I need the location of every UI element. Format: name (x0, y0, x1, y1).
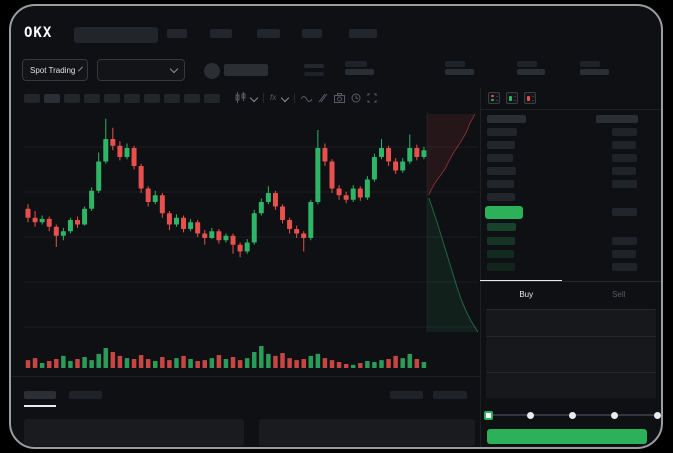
orderbook-divider (480, 109, 661, 110)
fullscreen-icon[interactable] (367, 93, 377, 103)
last-price-placeholder (304, 64, 324, 68)
nav-item-placeholder[interactable] (349, 29, 377, 38)
slider-stop[interactable] (569, 412, 576, 419)
timeframe-button-placeholder[interactable] (44, 94, 60, 103)
timeframe-button-placeholder[interactable] (64, 94, 80, 103)
chevron-down-icon (169, 64, 179, 73)
section-divider (12, 376, 480, 377)
pair-selector-dropdown[interactable] (97, 59, 185, 81)
orderbook-header-placeholder (596, 115, 638, 123)
ask-row-bar[interactable] (487, 180, 514, 188)
stat-value-placeholder (445, 69, 474, 75)
divider (294, 92, 296, 103)
ask-row-bar[interactable] (487, 154, 513, 162)
book-both-icon[interactable] (488, 92, 500, 104)
bottom-action-placeholder[interactable] (390, 391, 423, 399)
bid-row-bar[interactable] (487, 263, 515, 271)
ask-row-bar[interactable] (487, 167, 516, 175)
nav-item-placeholder[interactable] (210, 29, 232, 38)
ask-row-bar[interactable] (487, 141, 515, 149)
ask-row-bar[interactable] (487, 128, 517, 136)
camera-icon[interactable] (334, 92, 346, 103)
coin-avatar (204, 63, 220, 79)
orderbook-view-toggles (488, 92, 536, 104)
order-input-placeholder[interactable] (486, 309, 656, 336)
stat-value-placeholder (517, 69, 545, 75)
okx-logo: OKX (24, 25, 53, 41)
slider-handle[interactable] (483, 411, 493, 420)
order-input-placeholder[interactable] (486, 372, 656, 398)
ask-depth-bar[interactable] (612, 167, 636, 175)
bid-depth-bar[interactable] (612, 263, 637, 271)
ask-depth-bar[interactable] (612, 128, 637, 136)
stat-label-placeholder (517, 61, 537, 67)
market-type-selector[interactable]: Spot Trading (22, 59, 88, 81)
trade-tabs: Buy Sell (480, 281, 661, 306)
chevron-down-icon (78, 66, 84, 71)
ask-depth-bar[interactable] (612, 154, 637, 162)
book-bids-icon[interactable] (506, 92, 518, 104)
bid-row-bar[interactable] (487, 223, 516, 231)
candle-style-icon[interactable] (235, 92, 247, 103)
slider-stop[interactable] (611, 412, 619, 419)
bottom-tab-active[interactable] (24, 391, 56, 399)
ask-depth-bar[interactable] (612, 180, 637, 188)
slider-stop[interactable] (526, 412, 534, 419)
chevron-down-icon[interactable] (249, 93, 259, 102)
brush-icon[interactable] (318, 93, 328, 103)
buy-tab[interactable]: Buy (519, 289, 534, 299)
price-change-placeholder (304, 72, 324, 76)
stat-label-placeholder (345, 61, 367, 67)
bottom-tab-underline (24, 405, 56, 407)
sell-tab[interactable]: Sell (612, 289, 626, 299)
timeframe-button-placeholder[interactable] (24, 94, 40, 103)
history-clock-icon[interactable] (351, 93, 361, 103)
timeframe-button-placeholder[interactable] (104, 94, 120, 103)
orders-table-placeholder (24, 419, 244, 446)
stat-label-placeholder (445, 61, 465, 67)
timeframe-button-placeholder[interactable] (84, 94, 100, 103)
indicators-fx-icon[interactable]: fx (270, 93, 277, 102)
bottom-tab[interactable] (69, 391, 102, 399)
stat-value-placeholder (345, 69, 374, 75)
chevron-down-icon[interactable] (280, 93, 290, 102)
depth-bar[interactable] (612, 208, 637, 216)
bid-row-bar[interactable] (487, 237, 515, 245)
market-type-label: Spot Trading (30, 65, 76, 75)
book-asks-icon[interactable] (524, 92, 536, 104)
last-price-bar[interactable] (485, 206, 523, 219)
nav-item-placeholder[interactable] (257, 29, 280, 38)
orders-table-placeholder (259, 419, 475, 446)
wave-line-icon[interactable] (301, 93, 313, 103)
timeframe-button-placeholder[interactable] (184, 94, 200, 103)
bid-depth-bar[interactable] (612, 250, 636, 258)
search-placeholder[interactable] (74, 27, 158, 43)
nav-item-placeholder[interactable] (167, 29, 187, 38)
bid-depth-bar[interactable] (612, 237, 637, 245)
column-divider (480, 88, 481, 447)
bid-row-bar[interactable] (487, 250, 514, 258)
ask-depth-bar[interactable] (612, 141, 636, 149)
stat-label-placeholder (580, 61, 600, 67)
order-input-placeholder[interactable] (486, 336, 656, 372)
divider (263, 92, 264, 103)
nav-item-placeholder[interactable] (302, 29, 322, 38)
app-window: OKX Spot Trading fx (9, 4, 663, 449)
timeframe-button-placeholder[interactable] (124, 94, 140, 103)
timeframe-button-placeholder[interactable] (204, 94, 220, 103)
chart-tools: fx (235, 92, 377, 103)
pair-name-placeholder (224, 64, 268, 76)
timeframe-button-placeholder[interactable] (144, 94, 160, 103)
slider-stop[interactable] (653, 412, 661, 419)
buy-submit-button[interactable] (487, 429, 647, 444)
bottom-action-placeholder[interactable] (433, 391, 467, 399)
stat-value-placeholder (580, 69, 609, 75)
orderbook-header-placeholder (487, 115, 526, 123)
ask-row-bar[interactable] (487, 193, 515, 201)
timeframe-button-placeholder[interactable] (164, 94, 180, 103)
